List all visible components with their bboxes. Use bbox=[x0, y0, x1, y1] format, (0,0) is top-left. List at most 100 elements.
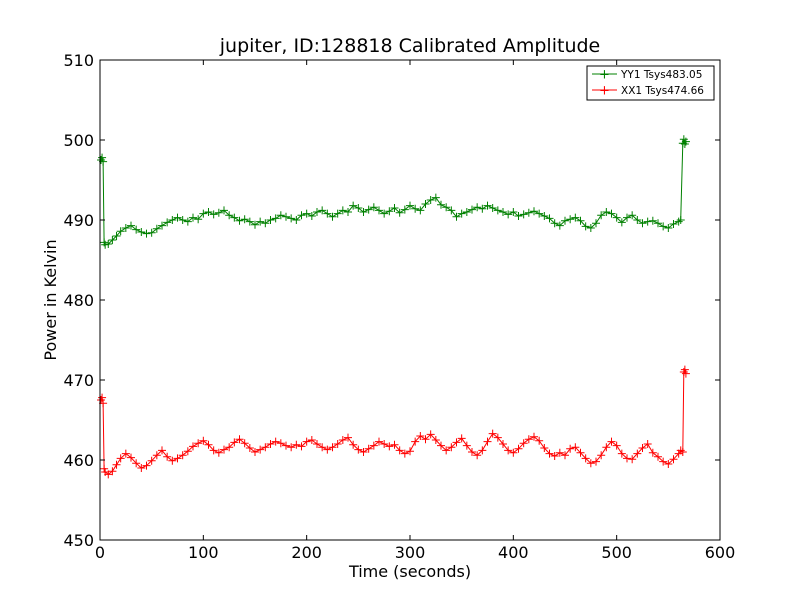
data-point bbox=[499, 208, 507, 216]
data-point bbox=[638, 219, 647, 228]
data-point bbox=[499, 440, 507, 448]
data-point bbox=[576, 448, 585, 457]
data-point bbox=[664, 224, 673, 232]
data-point bbox=[488, 429, 497, 438]
data-point bbox=[142, 461, 151, 470]
data-point bbox=[411, 437, 420, 446]
data-point bbox=[349, 201, 358, 210]
data-point bbox=[168, 456, 177, 465]
data-point bbox=[457, 434, 466, 443]
data-point bbox=[204, 208, 213, 216]
data-point bbox=[571, 213, 580, 222]
data-point bbox=[586, 224, 595, 232]
data-point bbox=[612, 213, 621, 222]
data-point bbox=[121, 449, 130, 458]
data-point bbox=[132, 459, 141, 468]
x-axis-label: Time (seconds) bbox=[348, 562, 471, 581]
data-point bbox=[623, 454, 631, 463]
data-point bbox=[364, 205, 373, 214]
data-point bbox=[251, 448, 259, 456]
data-point bbox=[509, 208, 518, 216]
data-point bbox=[602, 443, 611, 452]
data-point bbox=[147, 228, 156, 237]
data-point bbox=[271, 214, 280, 223]
data-point bbox=[369, 441, 378, 450]
data-point bbox=[483, 437, 492, 446]
data-point bbox=[194, 215, 203, 224]
data-point bbox=[364, 444, 373, 453]
data-point bbox=[457, 209, 466, 218]
data-point bbox=[271, 437, 280, 446]
legend-marker-yy1: + bbox=[599, 68, 610, 83]
data-point bbox=[648, 448, 657, 457]
data-point bbox=[225, 211, 234, 220]
data-point bbox=[426, 196, 435, 204]
data-point bbox=[276, 211, 285, 220]
data-point bbox=[199, 436, 208, 445]
data-point bbox=[100, 464, 109, 473]
data-point bbox=[400, 449, 409, 458]
data-point bbox=[566, 444, 575, 453]
data-point bbox=[297, 442, 306, 451]
y-tick-label-490: 490 bbox=[63, 211, 94, 230]
data-point bbox=[152, 224, 161, 233]
data-point bbox=[245, 217, 254, 226]
data-point bbox=[550, 452, 559, 460]
data-point bbox=[235, 216, 244, 225]
data-point bbox=[116, 454, 125, 463]
data-point bbox=[395, 446, 404, 455]
data-point bbox=[302, 437, 311, 446]
data-point bbox=[132, 225, 141, 234]
data-point bbox=[643, 440, 652, 448]
data-point bbox=[261, 219, 270, 228]
series-line-1 bbox=[100, 368, 687, 476]
data-point bbox=[178, 216, 187, 224]
data-point bbox=[571, 443, 580, 452]
data-point bbox=[338, 436, 347, 444]
data-point bbox=[328, 443, 337, 452]
data-point bbox=[447, 443, 456, 452]
data-point bbox=[602, 208, 611, 216]
data-point bbox=[98, 393, 107, 402]
data-point bbox=[282, 212, 290, 221]
data-point bbox=[524, 208, 533, 217]
data-point bbox=[555, 448, 564, 457]
data-point bbox=[421, 200, 430, 208]
x-tick-label-600: 600 bbox=[705, 543, 736, 562]
data-point bbox=[664, 460, 673, 468]
data-point bbox=[431, 436, 440, 444]
data-point bbox=[659, 222, 668, 231]
data-point bbox=[108, 236, 117, 244]
data-point bbox=[204, 440, 213, 449]
data-point bbox=[349, 440, 358, 449]
x-tick-label-500: 500 bbox=[601, 543, 632, 562]
data-point bbox=[209, 446, 218, 455]
data-point bbox=[581, 222, 590, 231]
data-point bbox=[493, 433, 502, 442]
data-point bbox=[313, 440, 321, 448]
data-point bbox=[137, 228, 146, 236]
legend-label-yy1: YY1 Tsys483.05 bbox=[620, 69, 702, 81]
data-point bbox=[209, 210, 218, 219]
x-tick-label-200: 200 bbox=[291, 543, 322, 562]
data-point bbox=[121, 224, 130, 232]
data-point bbox=[437, 441, 445, 450]
data-point bbox=[628, 455, 637, 464]
data-point bbox=[514, 444, 523, 453]
data-point bbox=[98, 153, 107, 162]
x-tick-label-400: 400 bbox=[498, 543, 529, 562]
data-point bbox=[406, 447, 414, 456]
data-point bbox=[256, 445, 265, 454]
data-point bbox=[318, 443, 327, 452]
x-tick-label-100: 100 bbox=[188, 543, 219, 562]
data-point bbox=[163, 218, 172, 227]
data-point bbox=[462, 208, 471, 216]
data-point bbox=[225, 443, 234, 452]
data-point bbox=[633, 216, 642, 224]
data-point bbox=[313, 208, 321, 216]
data-point bbox=[483, 201, 492, 210]
data-point bbox=[359, 208, 368, 216]
data-point bbox=[669, 455, 678, 464]
data-point bbox=[333, 209, 342, 218]
